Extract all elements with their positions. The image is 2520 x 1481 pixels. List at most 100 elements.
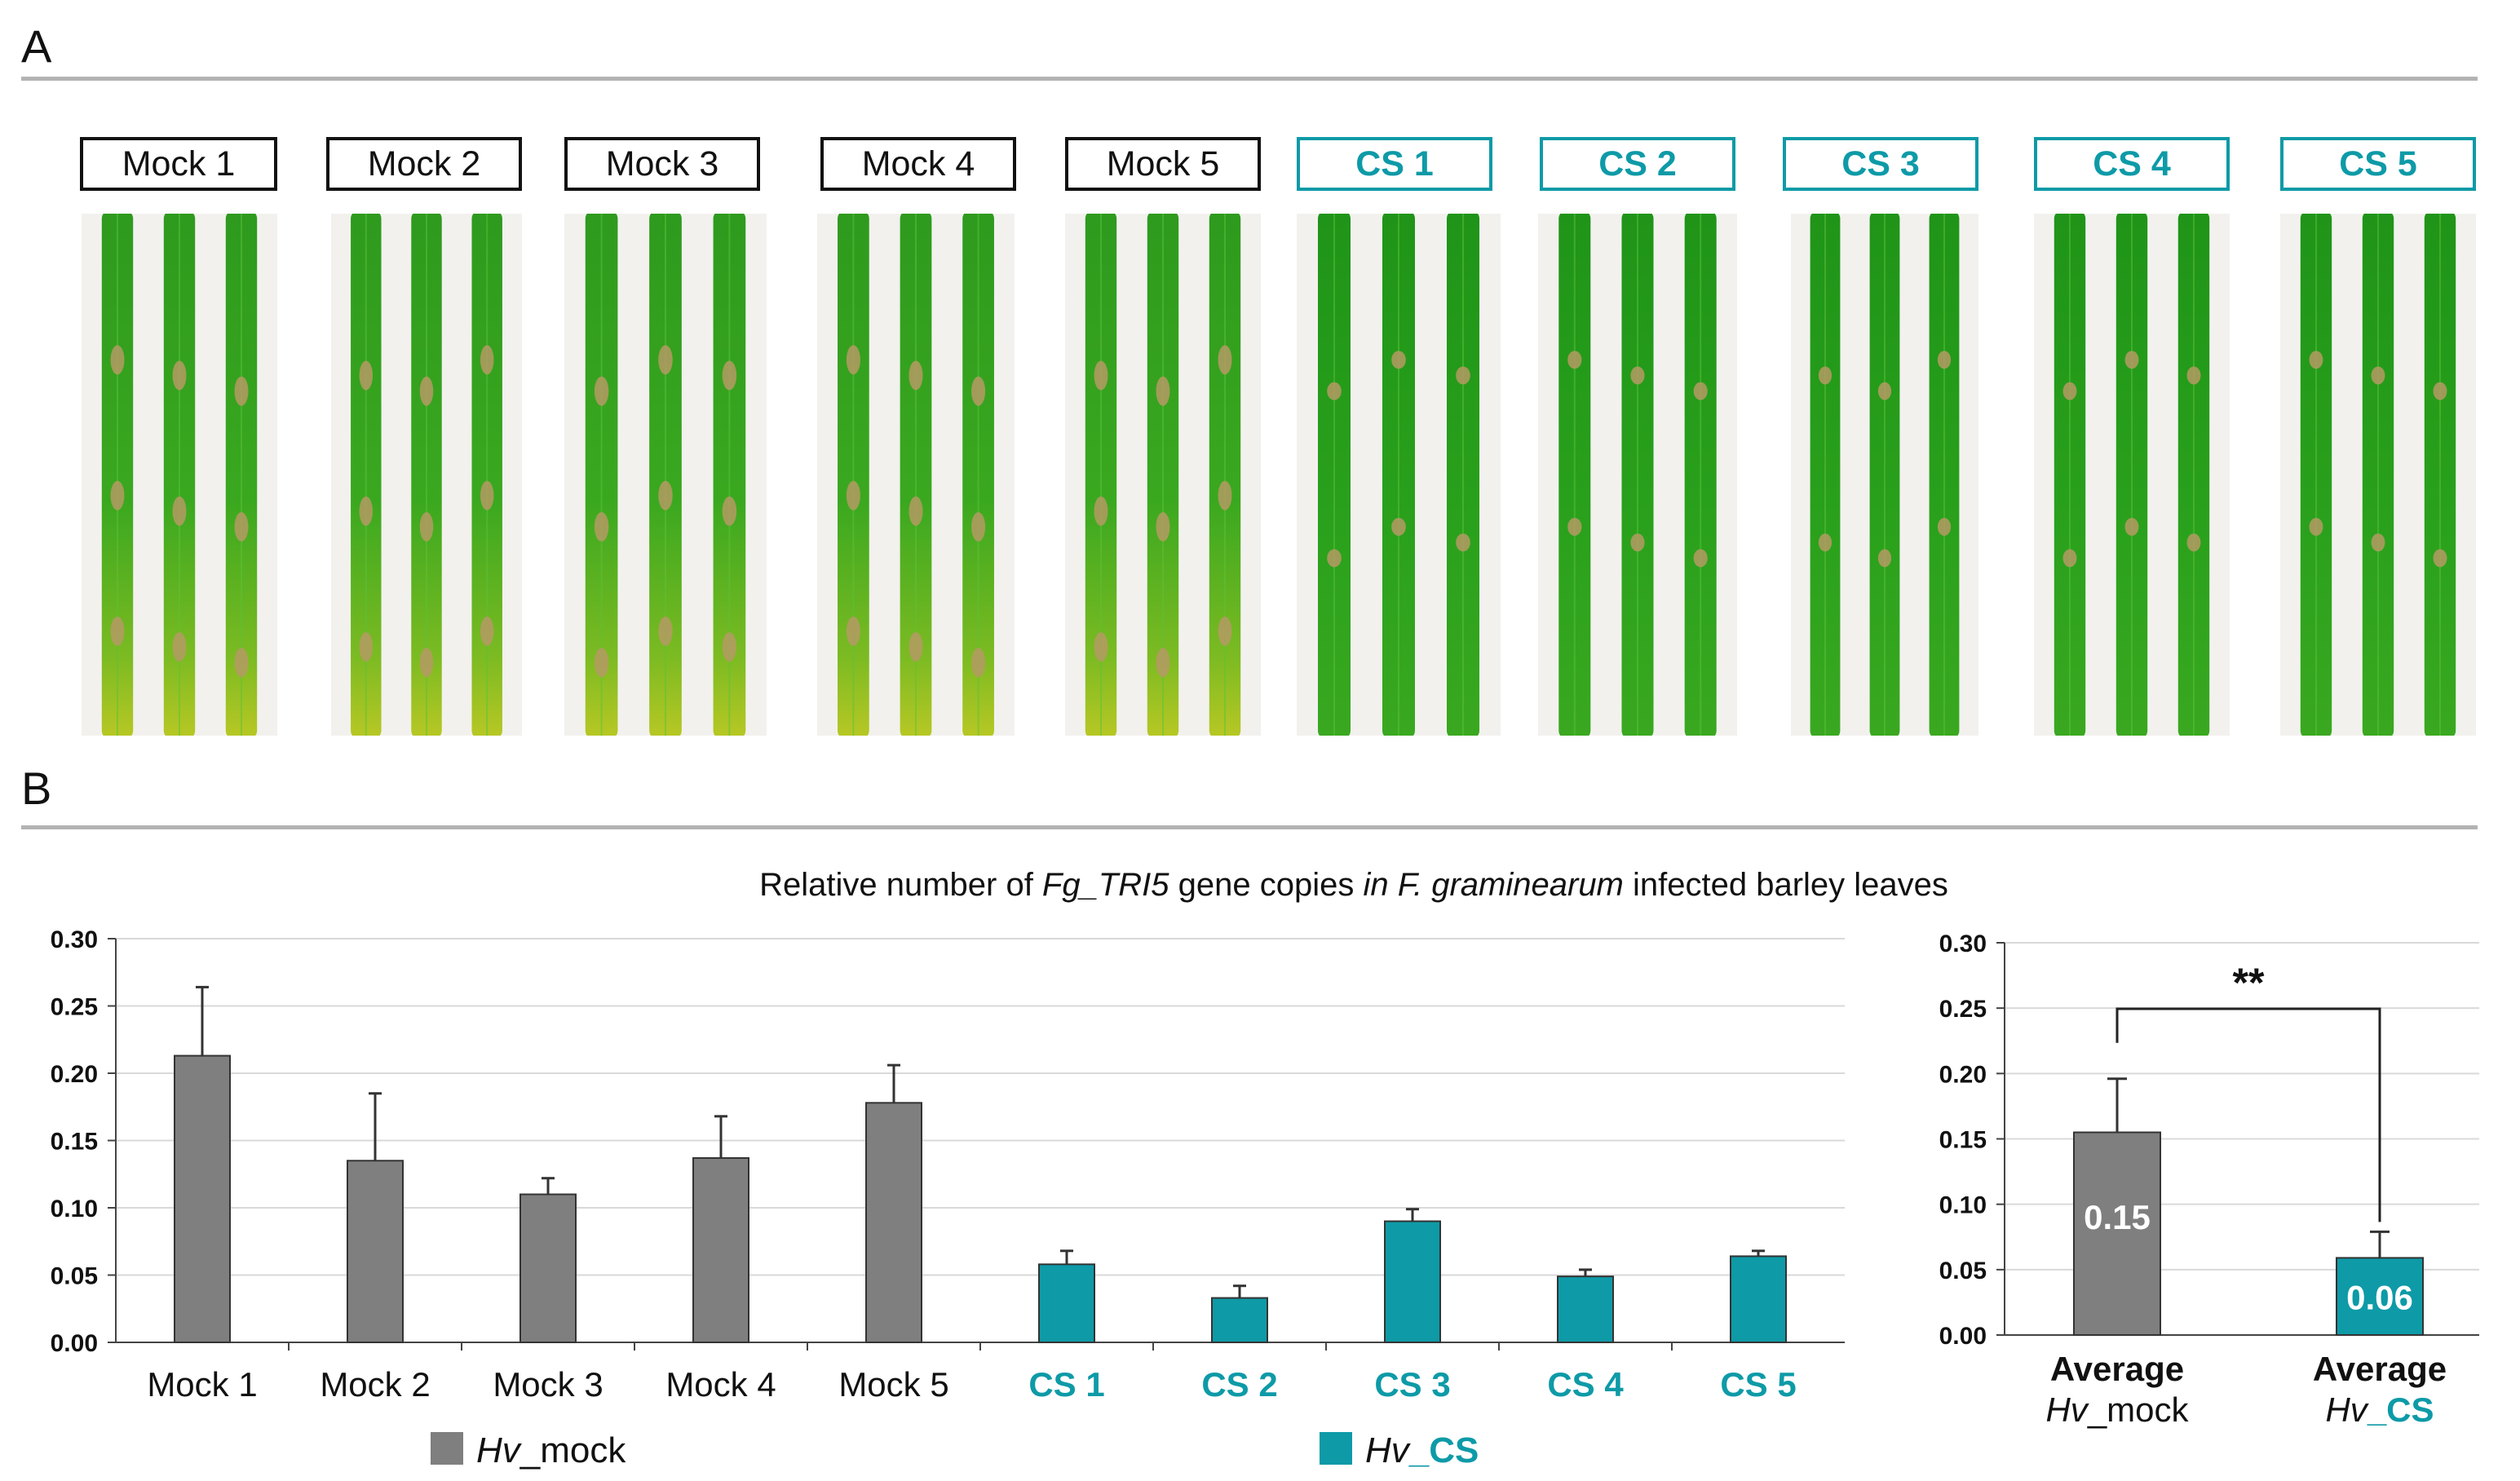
bar	[1211, 1297, 1268, 1344]
lesion	[1630, 366, 1645, 385]
sample-label: Mock 5	[1065, 137, 1261, 191]
lesion	[1094, 496, 1108, 526]
lesion	[1693, 382, 1708, 400]
lesion	[1327, 549, 1342, 568]
lesion	[1391, 518, 1406, 536]
lesion	[846, 480, 860, 511]
y-tick-label: 0.10	[1939, 1192, 1987, 1219]
y-tick-label: 0.05	[1939, 1258, 1987, 1284]
lesion	[110, 617, 125, 646]
lesion	[419, 376, 434, 406]
lesion	[722, 496, 737, 526]
leaf-photo	[331, 214, 522, 736]
lesion	[2124, 351, 2139, 369]
lesion	[909, 360, 923, 391]
lesion	[1693, 549, 1708, 568]
y-tick-label: 0.05	[51, 1263, 98, 1290]
lesion	[172, 360, 187, 391]
y-tick-label: 0.00	[51, 1330, 98, 1357]
x-tick-label: Mock 4	[665, 1365, 776, 1404]
sample-label: CS 1	[1297, 137, 1492, 191]
leaf-photo	[2280, 214, 2476, 736]
y-tick-label: 0.25	[51, 994, 98, 1021]
leaf-photo	[1538, 214, 1737, 736]
lesion	[594, 648, 609, 678]
significance-marker: **	[2233, 960, 2265, 1006]
bar	[2336, 1257, 2424, 1336]
lesion	[2433, 549, 2447, 568]
lesion	[1094, 360, 1108, 391]
y-tick-label: 0.30	[1939, 931, 1987, 957]
bar	[865, 1102, 922, 1344]
leaf-photo	[564, 214, 767, 736]
lesion	[909, 496, 923, 526]
lesion	[419, 512, 434, 542]
lesion	[722, 632, 737, 662]
lesion	[594, 512, 609, 542]
lesion	[1877, 382, 1892, 400]
sample-label: Mock 4	[820, 137, 1016, 191]
bar	[519, 1193, 577, 1343]
lesion	[1391, 351, 1406, 369]
lesion	[1567, 518, 1582, 536]
lesion	[234, 648, 249, 678]
lesion	[110, 345, 125, 375]
y-tick-label: 0.20	[51, 1061, 98, 1088]
lesion	[1156, 648, 1170, 678]
lesion	[1156, 376, 1170, 406]
lesion	[172, 496, 187, 526]
lesion	[1456, 366, 1470, 385]
lesion	[1094, 632, 1108, 662]
panel-b-charts: Relative number of Fg_TRI5 gene copies i…	[51, 867, 2479, 1470]
panel-b-divider	[21, 825, 2478, 829]
lesion	[594, 376, 609, 406]
sample-label: CS 3	[1783, 137, 1978, 191]
y-tick-label: 0.15	[1939, 1127, 1987, 1154]
lesion	[971, 648, 986, 678]
lesion	[971, 376, 986, 406]
x-tick-label: CS 4	[1547, 1365, 1624, 1404]
bar	[347, 1160, 404, 1343]
leaf-photo	[2034, 214, 2230, 736]
significance-bracket	[2115, 1007, 2381, 1222]
lesion	[1818, 366, 1833, 385]
lesion	[1877, 549, 1892, 568]
lesion	[658, 617, 673, 646]
lesion	[480, 480, 494, 511]
sample-label: Mock 2	[326, 137, 522, 191]
lesion	[1818, 533, 1833, 552]
x-tick-label: CS 3	[1374, 1365, 1450, 1404]
leaf-photo	[1065, 214, 1261, 736]
sample-label: Mock 1	[80, 137, 277, 191]
lesion	[2062, 382, 2077, 400]
leaf-photo	[1297, 214, 1501, 736]
x-tick-label: Average	[2050, 1350, 2184, 1388]
legend-swatch	[1320, 1432, 1352, 1465]
legend-label: Hv_CS	[1365, 1430, 1479, 1470]
lesion	[359, 632, 374, 662]
lesion	[658, 345, 673, 375]
panel-a-divider	[21, 77, 2478, 81]
lesion	[2433, 382, 2447, 400]
bar	[1730, 1255, 1787, 1344]
sample-label: CS 5	[2280, 137, 2476, 191]
x-tick-label: Mock 3	[493, 1365, 603, 1404]
y-tick-label: 0.15	[51, 1129, 98, 1156]
x-tick-label: Mock 2	[320, 1365, 430, 1404]
x-tick-label: Average	[2313, 1350, 2447, 1388]
lesion	[971, 512, 986, 542]
leaf-photo	[817, 214, 1015, 736]
lesion	[909, 632, 923, 662]
sample-label: CS 2	[1540, 137, 1735, 191]
lesion	[658, 480, 673, 511]
panel-a-label: A	[21, 20, 52, 72]
lesion	[1456, 533, 1470, 552]
lesion	[2309, 518, 2323, 536]
lesion	[1327, 382, 1342, 400]
data-label: 0.15	[2084, 1198, 2151, 1236]
bar	[692, 1156, 749, 1343]
x-tick-label: CS 1	[1028, 1365, 1104, 1404]
legend-label: Hv_mock	[476, 1430, 626, 1470]
bar	[1038, 1263, 1095, 1344]
x-tick-label: Mock 1	[147, 1365, 257, 1404]
